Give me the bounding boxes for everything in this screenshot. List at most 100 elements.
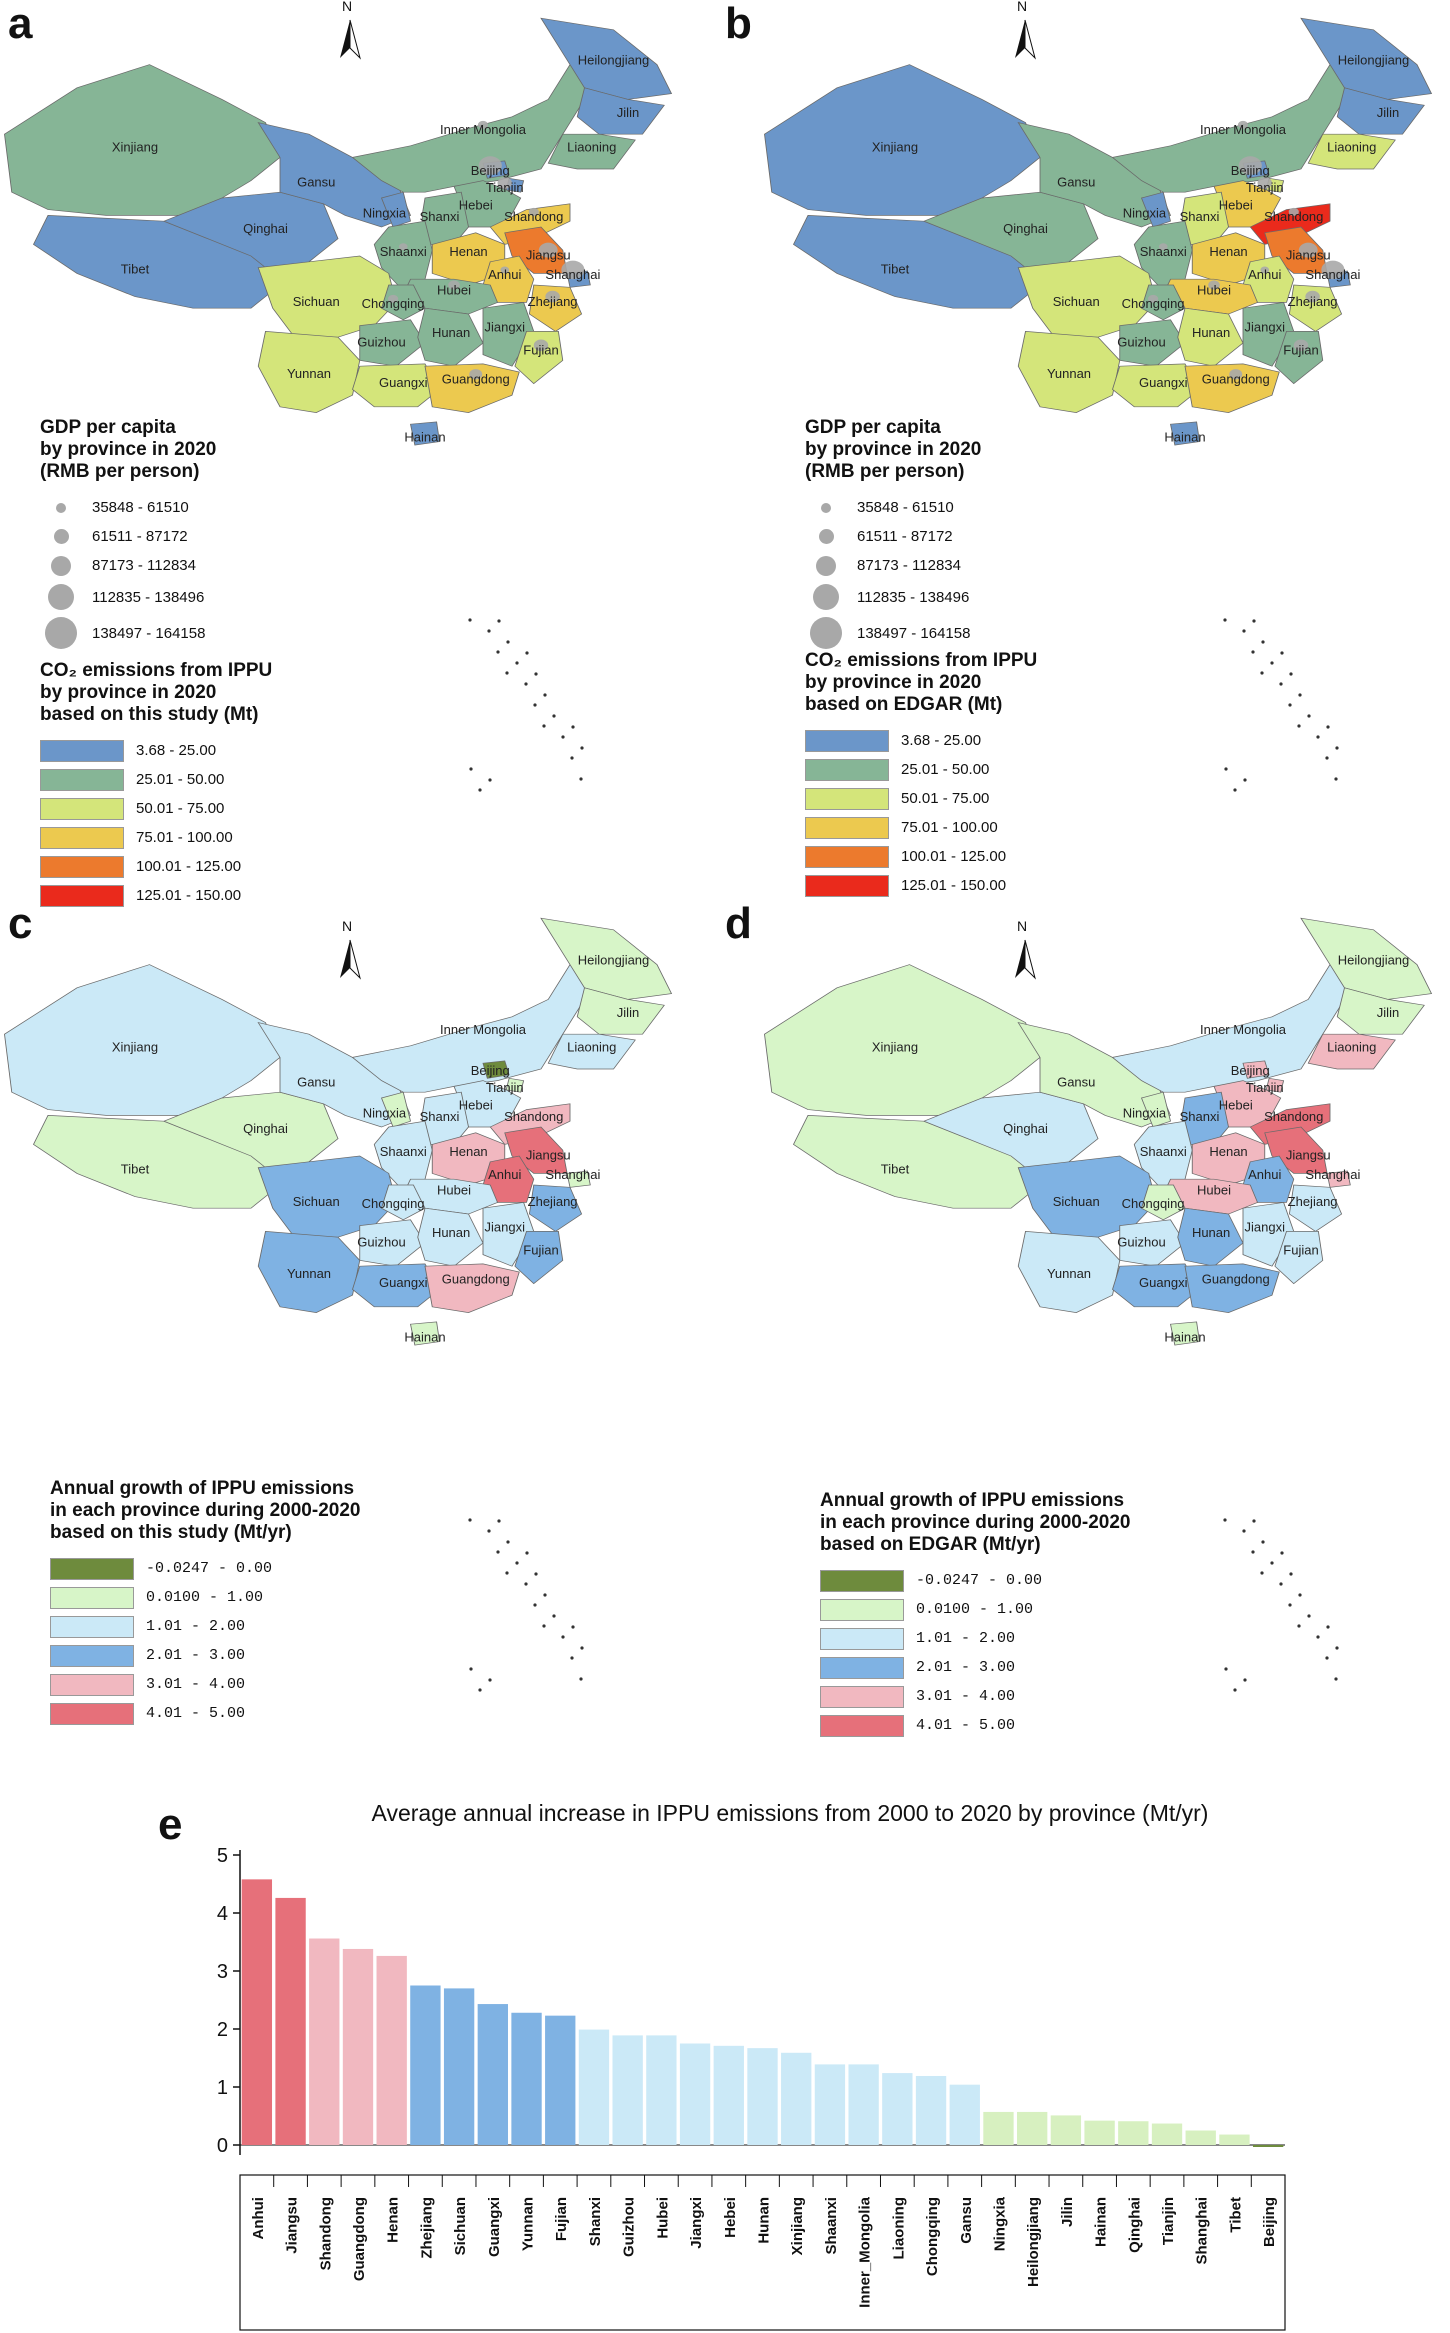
province-guangdong bbox=[1184, 363, 1280, 413]
province-heilongjiang bbox=[1300, 917, 1433, 1000]
province-label: Guizhou bbox=[1117, 1234, 1165, 1249]
province-chongqing bbox=[1141, 1184, 1186, 1221]
province-label: Hebei bbox=[1219, 1098, 1253, 1113]
growth-class-row: 0.0100 - 1.00 bbox=[820, 1595, 1130, 1624]
co2-class-label: 3.68 - 25.00 bbox=[136, 742, 217, 759]
growth-swatch bbox=[820, 1598, 904, 1621]
province-hainan bbox=[409, 1321, 440, 1346]
province-label: Yunnan bbox=[287, 366, 331, 381]
province-label: Chongqing bbox=[362, 1196, 425, 1211]
growth-class-label: 4.01 - 5.00 bbox=[916, 1717, 1016, 1734]
growth-title-line: based on EDGAR (Mt/yr) bbox=[820, 1534, 1041, 1555]
co2-class-row: 75.01 - 100.00 bbox=[805, 813, 1037, 842]
x-tick-label: Beijing bbox=[1261, 2197, 1278, 2247]
gdp-circle-icon bbox=[1238, 156, 1262, 175]
province-guizhou bbox=[359, 319, 426, 367]
bar-guizhou bbox=[612, 2035, 643, 2145]
province-qinghai bbox=[163, 1091, 339, 1180]
province-sichuan bbox=[257, 1155, 397, 1238]
gdp-circle-icon bbox=[477, 120, 489, 129]
bar-xinjiang bbox=[781, 2052, 812, 2145]
growth-swatch bbox=[50, 1557, 134, 1580]
bar-chart: 0 1 2 3 4 5 Anhui Jiangsu Shandong Guangdong Henan… bbox=[217, 1845, 1286, 2331]
co2-title-line: by province in 2020 bbox=[40, 682, 217, 703]
china-map: Xinjiang Tibet Qinghai Gansu Ningxia Inner Mo… bbox=[4, 17, 673, 792]
province-label: Xinjiang bbox=[112, 140, 158, 155]
gdp-legend-title: GDP per capita by province in 2020 (RMB … bbox=[40, 417, 216, 483]
gdp-circle-icon bbox=[51, 555, 71, 576]
growth-class-label: 4.01 - 5.00 bbox=[146, 1705, 246, 1722]
province-gansu bbox=[257, 1022, 412, 1128]
y-tick-label: 5 bbox=[217, 1845, 228, 1867]
bar-tibet bbox=[1219, 2134, 1250, 2145]
co2-class-row: 100.01 - 125.00 bbox=[805, 842, 1037, 871]
province-label: Jiangxi bbox=[1245, 319, 1286, 334]
province-label: Shanxi bbox=[1180, 1109, 1220, 1124]
gdp-class-row: 87173 - 112834 bbox=[40, 551, 216, 580]
co2-swatch bbox=[40, 739, 124, 762]
province-heilongjiang bbox=[1300, 17, 1433, 100]
co2-class-label: 100.01 - 125.00 bbox=[136, 858, 242, 875]
province-label: Fujian bbox=[1283, 343, 1318, 358]
x-tick-label: Guizhou bbox=[621, 2197, 638, 2257]
province-tianjin bbox=[505, 1077, 525, 1093]
co2-class-label: 75.01 - 100.00 bbox=[136, 829, 233, 846]
province-label: Hubei bbox=[1197, 282, 1231, 297]
province-label: Shanxi bbox=[1180, 209, 1220, 224]
co2-class-label: 50.01 - 75.00 bbox=[901, 790, 990, 807]
province-label: Beijing bbox=[1231, 163, 1270, 178]
province-yunnan bbox=[1017, 331, 1121, 413]
province-label: Qinghai bbox=[243, 1121, 288, 1136]
co2-class-row: 75.01 - 100.00 bbox=[40, 823, 272, 852]
province-guangxi bbox=[352, 1263, 441, 1308]
province-shanghai bbox=[1326, 1170, 1351, 1188]
gdp-circle-icon bbox=[56, 502, 66, 513]
growth-class-row: 3.01 - 4.00 bbox=[50, 1670, 360, 1699]
province-yunnan bbox=[1017, 1231, 1121, 1313]
province-label: Guangxi bbox=[1139, 1275, 1188, 1290]
bar-shanxi bbox=[578, 2029, 610, 2145]
co2-legend-title: CO₂ emissions from IPPU by province in 2… bbox=[805, 650, 1037, 716]
province-liaoning bbox=[1307, 1033, 1396, 1070]
province-guangxi bbox=[352, 363, 441, 408]
province-label: Hubei bbox=[1197, 1182, 1231, 1197]
gdp-circle-icon bbox=[478, 156, 502, 175]
province-label: Jiangxi bbox=[485, 319, 526, 334]
province-label: Shanxi bbox=[420, 209, 460, 224]
province-label: Qinghai bbox=[243, 221, 288, 236]
x-tick-label: Zhejiang bbox=[418, 2197, 435, 2259]
co2-class-row: 125.01 - 150.00 bbox=[40, 881, 272, 910]
bar-chongqing bbox=[915, 2075, 947, 2145]
gdp-class-row: 61511 - 87172 bbox=[805, 522, 981, 551]
co2-swatch bbox=[805, 816, 889, 839]
province-label: Shaanxi bbox=[380, 1144, 427, 1159]
bar-heilongjiang bbox=[1017, 2111, 1048, 2145]
gdp-class-row: 35848 - 61510 bbox=[40, 493, 216, 522]
province-guangxi bbox=[1112, 1263, 1201, 1308]
x-tick-label: Heilongjiang bbox=[1025, 2197, 1042, 2287]
province-sichuan bbox=[257, 255, 397, 338]
province-guangxi bbox=[1112, 363, 1201, 408]
growth-class-row: -0.0247 - 0.00 bbox=[50, 1554, 360, 1583]
north-label: N bbox=[342, 0, 353, 14]
province-label: Tibet bbox=[121, 261, 150, 276]
gdp-class-row: 35848 - 61510 bbox=[805, 493, 981, 522]
gdp-circle-icon bbox=[1288, 207, 1299, 216]
province-label: Hunan bbox=[1192, 325, 1230, 340]
co2-swatch bbox=[40, 826, 124, 849]
province-label: Guizhou bbox=[1117, 334, 1165, 349]
x-tick-label: Hebei bbox=[722, 2197, 739, 2238]
x-tick-label: Hunan bbox=[756, 2197, 773, 2244]
x-tick-label: Chongqing bbox=[924, 2197, 941, 2276]
province-label: Ningxia bbox=[1123, 206, 1167, 221]
x-tick-label: Xinjiang bbox=[789, 2197, 806, 2255]
province-heilongjiang bbox=[540, 917, 673, 1000]
bar-jiangxi bbox=[679, 2043, 711, 2145]
province-qinghai bbox=[163, 191, 339, 280]
growth-class-label: 3.01 - 4.00 bbox=[916, 1688, 1016, 1705]
province-chongqing bbox=[381, 1184, 426, 1221]
co2-swatch bbox=[805, 874, 889, 897]
growth-class-label: 2.01 - 3.00 bbox=[916, 1659, 1016, 1676]
north-arrow-icon: N bbox=[330, 918, 370, 982]
province-label: Guangxi bbox=[379, 375, 428, 390]
